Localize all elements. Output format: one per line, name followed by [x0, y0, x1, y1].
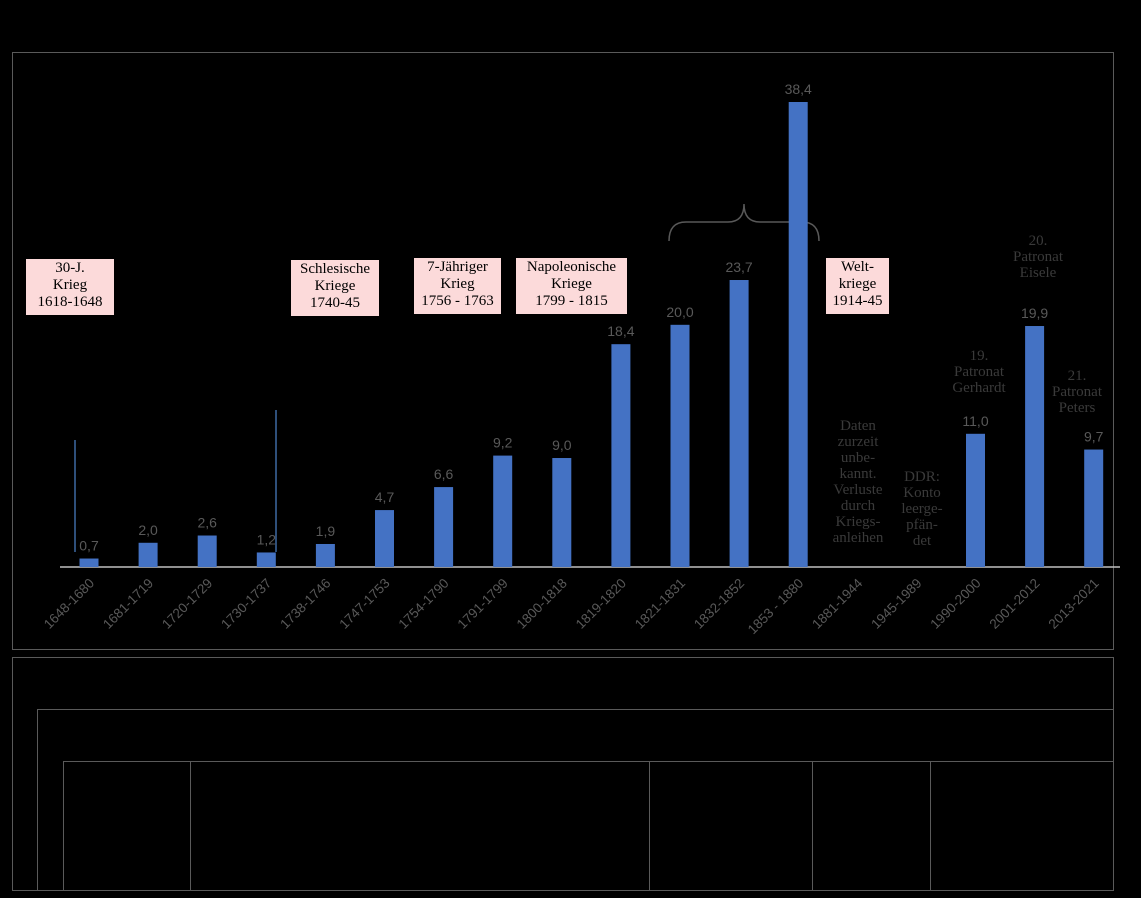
data-label: 6,6 — [434, 466, 454, 482]
data-label: 9,7 — [1084, 429, 1104, 445]
bar — [375, 510, 394, 567]
x-tick-label: 1945-1989 — [868, 576, 924, 632]
bar — [1025, 326, 1045, 567]
x-tick-label: 1730-1737 — [218, 576, 274, 632]
x-tick-label: 2013-2021 — [1046, 576, 1102, 632]
war-label-seven-years-war: 7-Jähriger Krieg 1756 - 1763 — [414, 258, 501, 314]
x-tick-label: 1990-2000 — [927, 576, 983, 632]
data-label: 19,9 — [1021, 305, 1048, 321]
x-tick-label: 1754-1790 — [395, 576, 451, 632]
bar — [434, 487, 454, 567]
x-tick-label: 1832-1852 — [691, 576, 747, 632]
gap-note-data-unknown: Daten zurzeit unbe- kannt. Verluste durc… — [832, 418, 884, 546]
data-label: 9,0 — [552, 437, 572, 453]
data-label: 11,0 — [962, 413, 988, 429]
x-tick-label: 1821-1831 — [632, 576, 688, 632]
war-label-silesian-wars: Schlesische Kriege 1740-45 — [291, 260, 379, 316]
data-label: 23,7 — [725, 259, 752, 275]
x-tick-label: 1881-1944 — [809, 575, 866, 632]
x-tick-label: 1648-1680 — [41, 576, 97, 632]
bar — [966, 433, 985, 567]
bar — [552, 458, 572, 567]
bar — [138, 542, 158, 567]
data-label: 20,0 — [666, 304, 693, 320]
war-label-napoleonic-wars: Napoleonische Kriege 1799 - 1815 — [516, 258, 627, 314]
x-tick-label: 1853 - 1880 — [745, 576, 807, 638]
x-tick-label: 1720-1729 — [159, 576, 215, 632]
data-label: 1,2 — [257, 531, 277, 547]
x-tick-label: 1819-1820 — [573, 576, 629, 632]
bar — [79, 558, 99, 567]
data-label: 38,4 — [785, 81, 812, 97]
x-tick-label: 1738-1746 — [277, 576, 333, 632]
period-bracket — [668, 203, 820, 242]
bar — [197, 535, 217, 567]
bar — [315, 543, 335, 567]
data-label: 2,6 — [197, 515, 217, 531]
patronat-label-19: 19. Patronat Gerhardt — [952, 348, 1006, 396]
data-label: 1,9 — [316, 523, 336, 539]
bar — [1084, 449, 1104, 567]
x-tick-label: 1681-1719 — [100, 576, 156, 632]
data-label: 18,4 — [607, 323, 634, 339]
patronat-label-20: 20. Patronat Eisele — [1013, 233, 1063, 281]
patronat-label-21: 21. Patronat Peters — [1052, 368, 1102, 416]
gap-note-gdr-account: DDR: Konto leerge- pfän- det — [901, 469, 943, 549]
data-label: 2,0 — [138, 522, 158, 538]
bar — [788, 102, 808, 567]
x-tick-label: 2001-2012 — [986, 576, 1042, 632]
data-label: 4,7 — [375, 489, 395, 505]
data-label: 0,7 — [79, 538, 99, 554]
bar — [256, 552, 276, 567]
war-label-thirty-years-war: 30-J. Krieg 1618-1648 — [26, 259, 114, 315]
table-divider — [930, 761, 931, 891]
x-tick-label: 1791-1799 — [455, 576, 511, 632]
bar — [729, 280, 749, 567]
table-divider — [190, 761, 191, 891]
data-label: 9,2 — [493, 435, 513, 451]
war-label-world-wars: Welt- kriege 1914-45 — [826, 258, 889, 314]
table-row-cells — [63, 761, 1114, 891]
bar — [611, 344, 631, 567]
table-divider — [649, 761, 650, 891]
bar — [493, 455, 513, 567]
chart-frame — [12, 52, 1114, 650]
x-tick-label: 1747-1753 — [336, 576, 392, 632]
bar — [670, 324, 690, 567]
x-tick-label: 1800-1818 — [514, 576, 570, 632]
table-divider — [812, 761, 813, 891]
